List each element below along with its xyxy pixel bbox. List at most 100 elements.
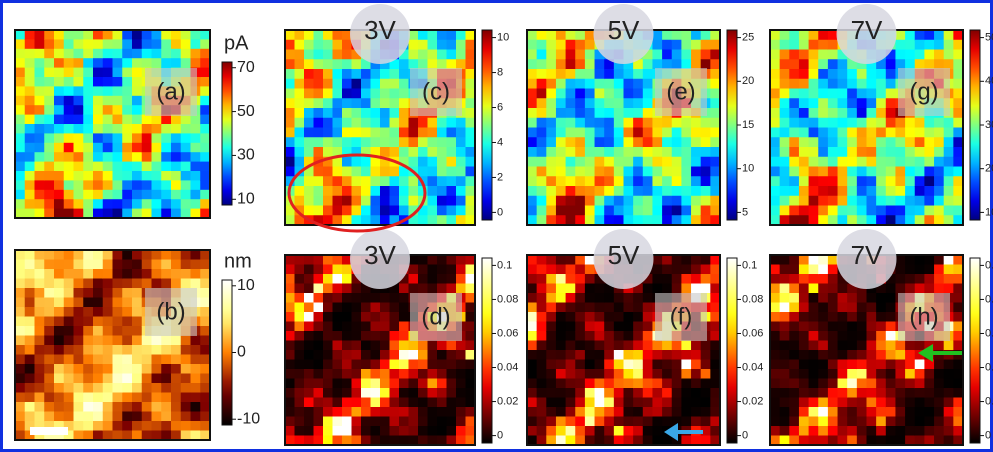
- image-pixel: [447, 206, 457, 216]
- image-pixel: [44, 105, 54, 115]
- image-pixel: [323, 303, 333, 313]
- image-pixel: [566, 360, 576, 370]
- image-pixel: [361, 196, 371, 206]
- image-pixel: [575, 50, 585, 60]
- image-pixel: [809, 417, 819, 427]
- image-pixel: [886, 98, 896, 108]
- image-pixel: [566, 398, 576, 408]
- image-pixel: [132, 393, 142, 403]
- image-pixel: [789, 379, 799, 389]
- image-pixel: [93, 374, 103, 384]
- image-pixel: [867, 398, 877, 408]
- image-pixel: [857, 137, 867, 147]
- image-pixel: [770, 30, 780, 40]
- image-pixel: [799, 388, 809, 398]
- image-pixel: [323, 369, 333, 379]
- image-pixel: [418, 341, 428, 351]
- image-pixel: [681, 128, 691, 138]
- image-pixel: [924, 274, 934, 284]
- image-pixel: [624, 69, 634, 79]
- image-pixel: [122, 86, 132, 96]
- image-pixel: [35, 260, 45, 270]
- image-pixel: [447, 369, 457, 379]
- image-pixel: [74, 412, 84, 422]
- image-pixel: [828, 157, 838, 167]
- image-pixel: [418, 379, 428, 389]
- image-pixel: [915, 360, 925, 370]
- image-pixel: [409, 50, 419, 60]
- image-pixel: [74, 86, 84, 96]
- voltage-title: 3V: [364, 15, 396, 45]
- image-pixel: [352, 167, 362, 177]
- image-pixel: [304, 379, 314, 389]
- image-pixel: [44, 199, 54, 209]
- image-pixel: [934, 137, 944, 147]
- image-pixel: [924, 167, 934, 177]
- image-pixel: [643, 322, 653, 332]
- image-pixel: [44, 30, 54, 40]
- image-pixel: [418, 284, 428, 294]
- image-pixel: [527, 206, 537, 216]
- image-pixel: [93, 355, 103, 365]
- image-pixel: [652, 350, 662, 360]
- image-pixel: [380, 118, 390, 128]
- image-pixel: [447, 186, 457, 196]
- colorbar: [727, 30, 737, 220]
- image-pixel: [857, 69, 867, 79]
- image-pixel: [566, 89, 576, 99]
- image-pixel: [295, 350, 305, 360]
- image-pixel: [944, 196, 954, 206]
- image-pixel: [838, 398, 848, 408]
- image-pixel: [54, 105, 64, 115]
- image-pixel: [809, 303, 819, 313]
- image-pixel: [556, 341, 566, 351]
- image-pixel: [418, 398, 428, 408]
- image-pixel: [633, 186, 643, 196]
- image-pixel: [614, 157, 624, 167]
- image-pixel: [304, 40, 314, 50]
- image-pixel: [566, 98, 576, 108]
- image-pixel: [614, 206, 624, 216]
- image-pixel: [624, 293, 634, 303]
- image-pixel: [527, 407, 537, 417]
- image-pixel: [924, 255, 934, 265]
- image-pixel: [191, 336, 201, 346]
- image-pixel: [181, 421, 191, 431]
- image-pixel: [428, 426, 438, 436]
- image-pixel: [681, 265, 691, 275]
- image-pixel: [181, 58, 191, 68]
- image-pixel: [161, 143, 171, 153]
- image-pixel: [371, 118, 381, 128]
- image-pixel: [537, 98, 547, 108]
- image-pixel: [556, 360, 566, 370]
- image-pixel: [944, 407, 954, 417]
- image-pixel: [857, 128, 867, 138]
- image-pixel: [886, 157, 896, 167]
- image-pixel: [789, 79, 799, 89]
- image-pixel: [828, 312, 838, 322]
- image-pixel: [633, 312, 643, 322]
- image-pixel: [25, 77, 35, 87]
- image-pixel: [934, 186, 944, 196]
- image-pixel: [691, 369, 701, 379]
- image-pixel: [604, 360, 614, 370]
- image-pixel: [447, 167, 457, 177]
- image-pixel: [867, 167, 877, 177]
- image-pixel: [35, 298, 45, 308]
- image-pixel: [181, 143, 191, 153]
- image-pixel: [691, 176, 701, 186]
- image-pixel: [604, 312, 614, 322]
- image-pixel: [152, 383, 162, 393]
- image-pixel: [171, 383, 181, 393]
- image-pixel: [437, 426, 447, 436]
- image-pixel: [780, 108, 790, 118]
- image-pixel: [681, 30, 691, 40]
- image-pixel: [447, 360, 457, 370]
- image-pixel: [456, 128, 466, 138]
- image-pixel: [122, 180, 132, 190]
- colorbar-tick-label: 20: [742, 75, 754, 87]
- image-pixel: [64, 96, 74, 106]
- image-pixel: [418, 147, 428, 157]
- image-pixel: [789, 341, 799, 351]
- image-pixel: [181, 152, 191, 162]
